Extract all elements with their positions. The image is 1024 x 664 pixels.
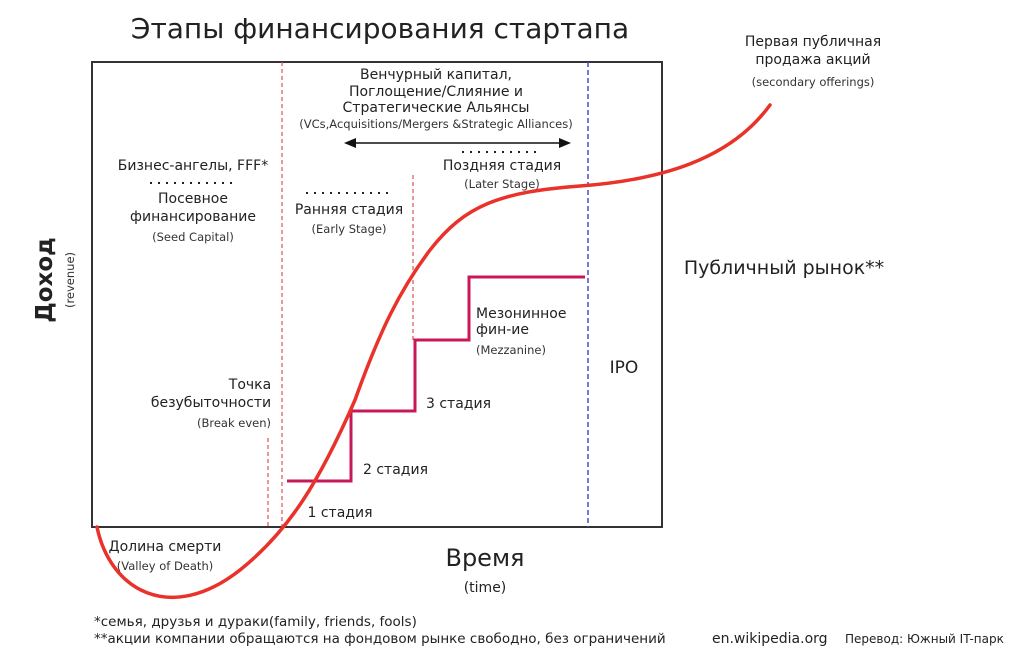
stage-3-label: 3 стадия — [426, 396, 491, 412]
footnote-1: *семья, друзья и дураки(family, friends,… — [94, 614, 417, 630]
translation-label: Перевод: Южный IT-парк — [845, 632, 1004, 646]
venture-line-3: Стратегические Альянсы — [343, 100, 530, 116]
ipo-label: IPO — [610, 358, 639, 378]
first-offering-line-1: Первая публичная — [745, 34, 881, 50]
stage-2-label: 2 стадия — [363, 462, 428, 478]
later-stage-label: Поздняя стадия — [443, 158, 561, 174]
valley-label: Долина смерти — [109, 539, 222, 555]
footnote-2: **акции компании обращаются на фондовом … — [94, 631, 666, 647]
venture-sub: (VCs,Acquisitions/Mergers &Strategic All… — [299, 117, 572, 131]
first-offering-sub: (secondary offerings) — [752, 75, 875, 89]
mezzanine-line-1: Мезонинное — [476, 306, 566, 322]
seed-line-2: Посевное — [158, 191, 228, 207]
mezzanine-sub: (Mezzanine) — [476, 343, 546, 357]
mezzanine-line-2: фин-ие — [476, 322, 529, 338]
public-market-label: Публичный рынок** — [684, 257, 884, 279]
x-axis-label: Время — [445, 544, 524, 572]
seed-sub: (Seed Capital) — [152, 230, 234, 244]
early-stage-sub: (Early Stage) — [312, 222, 387, 236]
later-stage-sub: (Later Stage) — [464, 177, 540, 191]
diagram-title: Этапы финансирования стартапа — [131, 12, 629, 45]
valley-sub: (Valley of Death) — [117, 559, 213, 573]
source-label: en.wikipedia.org — [712, 631, 828, 647]
growth-curve — [95, 103, 772, 600]
stage-1-label: 1 стадия — [308, 505, 373, 521]
first-offering-line-2: продажа акций — [755, 52, 870, 68]
y-axis-sublabel: (revenue) — [63, 252, 77, 308]
break-even-line-2: безубыточности — [151, 395, 271, 411]
seed-line-1: Бизнес-ангелы, FFF* — [118, 158, 268, 174]
break-even-line-1: Точка — [228, 377, 271, 393]
y-axis-label: Доход — [32, 237, 58, 323]
venture-line-2: Поглощение/Слияние и — [349, 84, 523, 100]
financing-steps — [287, 275, 585, 483]
seed-line-3: финансирование — [130, 209, 256, 225]
venture-range-arrow — [344, 138, 571, 148]
early-stage-label: Ранняя стадия — [295, 202, 403, 218]
plot-frame — [91, 61, 663, 528]
break-even-sub: (Break even) — [197, 416, 271, 430]
venture-line-1: Венчурный капитал, — [360, 67, 512, 83]
x-axis-sublabel: (time) — [464, 580, 507, 596]
